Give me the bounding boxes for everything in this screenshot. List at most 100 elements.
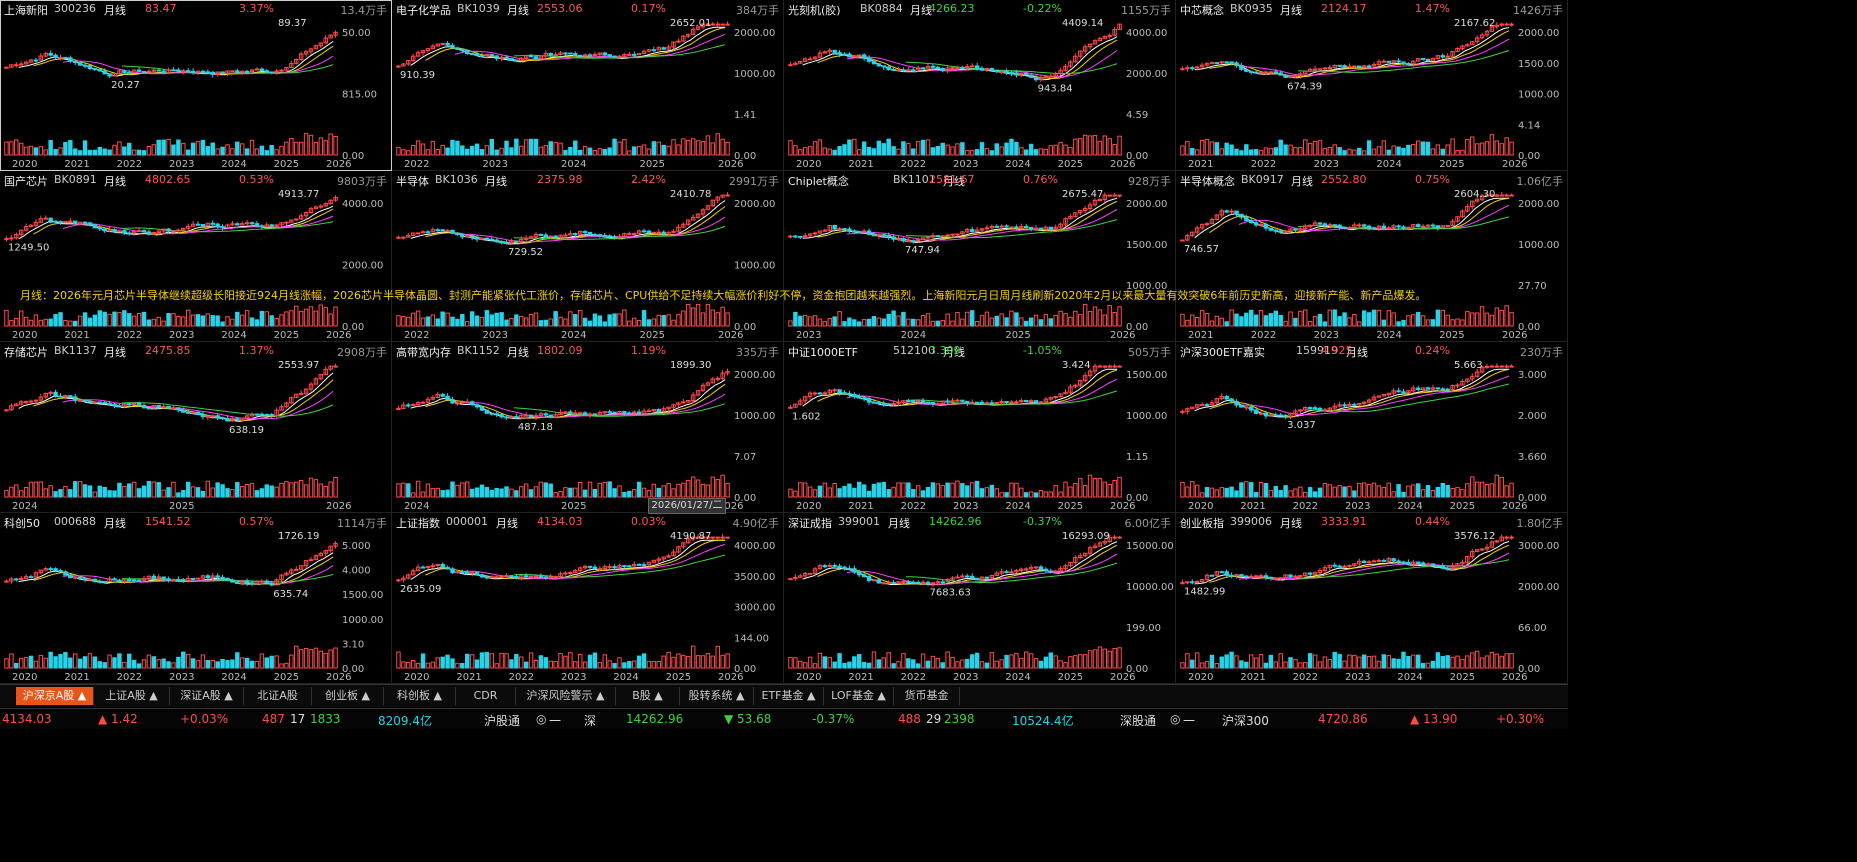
candle-body — [940, 67, 945, 72]
market-tab[interactable]: 科创板 ▲ — [384, 687, 456, 705]
chart-panel[interactable]: 科创50 000688 月线 1541.52 0.57% 1114万手 1726.19 635… — [0, 513, 392, 684]
hgt-label[interactable]: 沪股通 — [484, 714, 521, 728]
volume-bar — [435, 318, 440, 327]
volume-bar — [146, 145, 152, 156]
candle-body — [499, 241, 504, 244]
market-tab[interactable]: 深证A股 ▲ — [170, 687, 244, 705]
market-tab[interactable]: 货币基金 — [894, 687, 960, 705]
market-tab[interactable]: 创业板 ▲ — [312, 687, 384, 705]
candle-body — [563, 52, 568, 55]
candle-body — [1224, 396, 1229, 400]
candle-body — [837, 389, 842, 394]
market-tab[interactable]: 沪深风险警示 ▲ — [516, 687, 616, 705]
volume-bar — [852, 138, 857, 156]
market-tab[interactable]: LOF基金 ▲ — [824, 687, 894, 705]
chart-panel[interactable]: 高带宽内存 BK1152 月线 1802.09 1.19% 335万手 1899.30 487… — [392, 342, 784, 513]
candle-body — [1073, 212, 1078, 218]
volume-bar — [1219, 656, 1224, 669]
volume-label: 505万手 — [1128, 346, 1171, 359]
last-price: 1802.09 — [537, 344, 583, 357]
candle-body — [607, 235, 612, 238]
volume-bar — [798, 315, 803, 327]
volume-bar — [200, 315, 206, 327]
volume-bar — [715, 312, 720, 327]
candle-body — [1209, 402, 1215, 406]
volume-bar — [866, 318, 872, 327]
candle-body — [1033, 400, 1039, 404]
market-tab[interactable]: CDR — [456, 687, 516, 705]
volume-bar — [1092, 649, 1098, 669]
candle-body — [48, 217, 53, 222]
market-tab[interactable]: ETF基金 ▲ — [754, 687, 824, 705]
market-tab[interactable]: 沪深京A股 ▲ — [16, 687, 94, 705]
candle-body — [33, 59, 39, 62]
moving-average-line — [454, 543, 726, 579]
low-price-label: 7683.63 — [930, 588, 971, 599]
market-tab[interactable]: 上证A股 ▲ — [94, 687, 170, 705]
chart-panel[interactable]: 存储芯片 BK1137 月线 2475.85 1.37% 2908万手 2553.97 638… — [0, 342, 392, 513]
chart-panel[interactable]: 电子化学品 BK1039 月线 2553.06 0.17% 384万手 2652.01 910… — [392, 0, 784, 171]
volume-bar — [249, 483, 255, 498]
volume-bar — [313, 141, 319, 156]
market-tab[interactable]: 北证A股 — [244, 687, 312, 705]
volume-bar — [533, 312, 539, 327]
candle-body — [171, 230, 176, 233]
chart-panel[interactable]: 上海新阳 300236 月线 83.47 3.37% 13.4万手 89.37 20.27 50… — [0, 0, 392, 171]
volume-bar — [984, 311, 990, 327]
chart-panel[interactable]: 国产芯片 BK0891 月线 4802.65 0.53% 9803万手 4913.77 124… — [0, 171, 392, 342]
candle-body — [151, 404, 157, 409]
chart-panel[interactable]: 中芯概念 BK0935 月线 2124.17 1.47% 1426万手 2167.62 674… — [1176, 0, 1568, 171]
candle-body — [499, 414, 504, 418]
chart-panel[interactable]: 光刻机(胶) BK0884 月线 4266.23 -0.22% 1155万手 4409.14… — [784, 0, 1176, 171]
candle-body — [788, 406, 793, 409]
volume-bar — [1082, 485, 1088, 498]
candle-body — [205, 222, 211, 227]
volume-bar — [1494, 307, 1500, 327]
chart-panel[interactable]: 深证成指 399001 月线 14262.96 -0.37% 6.00亿手 16293.09… — [784, 513, 1176, 684]
sgt-label[interactable]: 深股通 — [1120, 714, 1157, 728]
chart-panel[interactable]: 半导体概念 BK0917 月线 2552.80 0.75% 1.06亿手 2604.30 74… — [1176, 171, 1568, 342]
candle-body — [1204, 574, 1210, 581]
volume-bar — [827, 148, 832, 156]
candle-body — [1337, 404, 1342, 407]
volume-bar — [1082, 654, 1088, 669]
chart-panel[interactable]: Chiplet概念 BK1101 月线 2581.67 0.76% 928万手 2675.4… — [784, 171, 1176, 342]
candle-body — [705, 382, 711, 386]
volume-bar — [1117, 647, 1122, 669]
candle-body — [68, 220, 73, 223]
candle-body — [1102, 35, 1108, 39]
volume-bar — [538, 146, 544, 156]
candle-body — [965, 66, 970, 69]
volume-bar — [725, 141, 730, 156]
candle-body — [612, 566, 617, 569]
chart-panel[interactable]: 创业板指 399006 月线 3333.91 0.44% 1.80亿手 3576.12 148… — [1176, 513, 1568, 684]
candle-body — [445, 42, 450, 46]
candle-body — [200, 70, 206, 73]
market-tab[interactable]: 股转系统 ▲ — [680, 687, 754, 705]
volume-bar — [1376, 660, 1382, 669]
candle-body — [852, 55, 857, 58]
y-axis-tick: 5.000 — [342, 541, 371, 552]
volume-bar — [1009, 482, 1014, 498]
chart-panel[interactable]: 半导体 BK1036 月线 2375.98 2.42% 2991万手 2410.78 729.… — [392, 171, 784, 342]
volume-bar — [1092, 306, 1098, 327]
last-price: 2553.06 — [537, 2, 583, 15]
chart-panel[interactable]: 上证指数 000001 月线 4134.03 0.03% 4.90亿手 4190.87 263… — [392, 513, 784, 684]
chart-panel[interactable]: 沪深300ETF嘉实 159919 月线 4.925 0.24% 230万手 5.663 3.… — [1176, 342, 1568, 513]
volume-bar — [573, 661, 578, 669]
volume-bar — [1440, 656, 1445, 669]
candle-body — [881, 403, 886, 406]
candle-body — [1470, 41, 1475, 46]
candle-body — [308, 48, 314, 53]
chart-panel[interactable]: 中证1000ETF 512100 月线 3.309 -1.05% 505万手 3.424 1.… — [784, 342, 1176, 513]
candle-body — [479, 55, 485, 58]
volume-bar — [543, 145, 549, 156]
candle-body — [871, 233, 877, 237]
candle-body — [131, 402, 137, 405]
volume-bar — [1391, 491, 1396, 498]
volume-bar — [279, 314, 284, 327]
market-tab[interactable]: B股 ▲ — [616, 687, 680, 705]
volume-bar — [1253, 492, 1259, 498]
candle-body — [97, 69, 102, 72]
volume-bar — [1190, 314, 1195, 327]
